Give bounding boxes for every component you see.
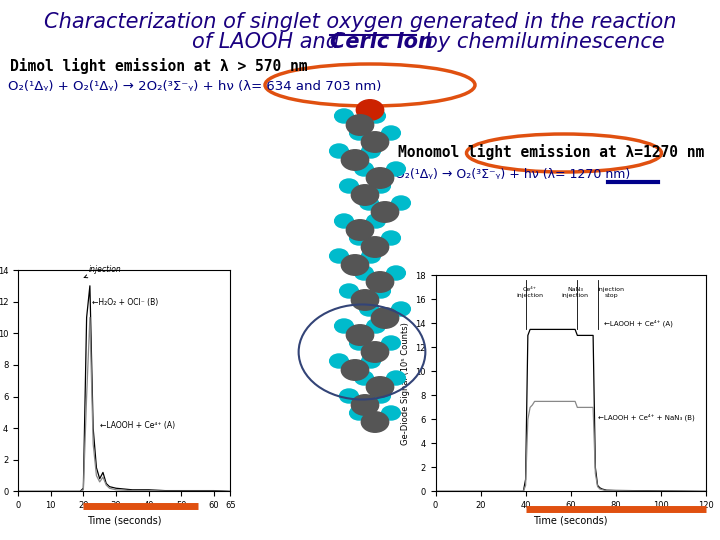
Text: Ceric ion: Ceric ion	[330, 32, 433, 52]
Text: by chemiluminescence: by chemiluminescence	[418, 32, 665, 52]
Text: ←LAOOH + Ce⁴⁺ (A): ←LAOOH + Ce⁴⁺ (A)	[604, 320, 673, 327]
Y-axis label: Ge-Diode Signal (10⁵ Counts): Ge-Diode Signal (10⁵ Counts)	[401, 322, 410, 445]
Text: Monomol light emission at λ=1270 nm: Monomol light emission at λ=1270 nm	[398, 144, 704, 160]
Text: ←H₂O₂ + OCl⁻ (B): ←H₂O₂ + OCl⁻ (B)	[91, 298, 158, 307]
Text: injection: injection	[84, 265, 121, 278]
Text: Ce⁴⁺
injection: Ce⁴⁺ injection	[517, 287, 544, 298]
Text: NaN₃
injection: NaN₃ injection	[562, 287, 589, 298]
Text: Characterization of singlet oxygen generated in the reaction: Characterization of singlet oxygen gener…	[44, 12, 676, 32]
Text: O₂(¹Δᵧ) + O₂(¹Δᵧ) → 2O₂(³Σ⁻ᵧ) + hν (λ= 634 and 703 nm): O₂(¹Δᵧ) + O₂(¹Δᵧ) → 2O₂(³Σ⁻ᵧ) + hν (λ= 6…	[8, 80, 382, 93]
Text: O₂(¹Δᵧ) → O₂(³Σ⁻ᵧ) + hν (λ= 1270 nm): O₂(¹Δᵧ) → O₂(³Σ⁻ᵧ) + hν (λ= 1270 nm)	[395, 168, 630, 181]
Text: of LAOOH and: of LAOOH and	[192, 32, 346, 52]
X-axis label: Time (seconds): Time (seconds)	[87, 516, 161, 525]
Text: ←LAOOH + Ce⁴⁺ (A): ←LAOOH + Ce⁴⁺ (A)	[99, 421, 175, 430]
Text: Dimol light emission at λ > 570 nm: Dimol light emission at λ > 570 nm	[10, 58, 307, 74]
X-axis label: Time (seconds): Time (seconds)	[534, 516, 608, 525]
Text: injection
stop: injection stop	[598, 287, 625, 298]
Text: ←LAOOH + Ce⁴⁺ + NaN₃ (B): ←LAOOH + Ce⁴⁺ + NaN₃ (B)	[598, 414, 694, 421]
